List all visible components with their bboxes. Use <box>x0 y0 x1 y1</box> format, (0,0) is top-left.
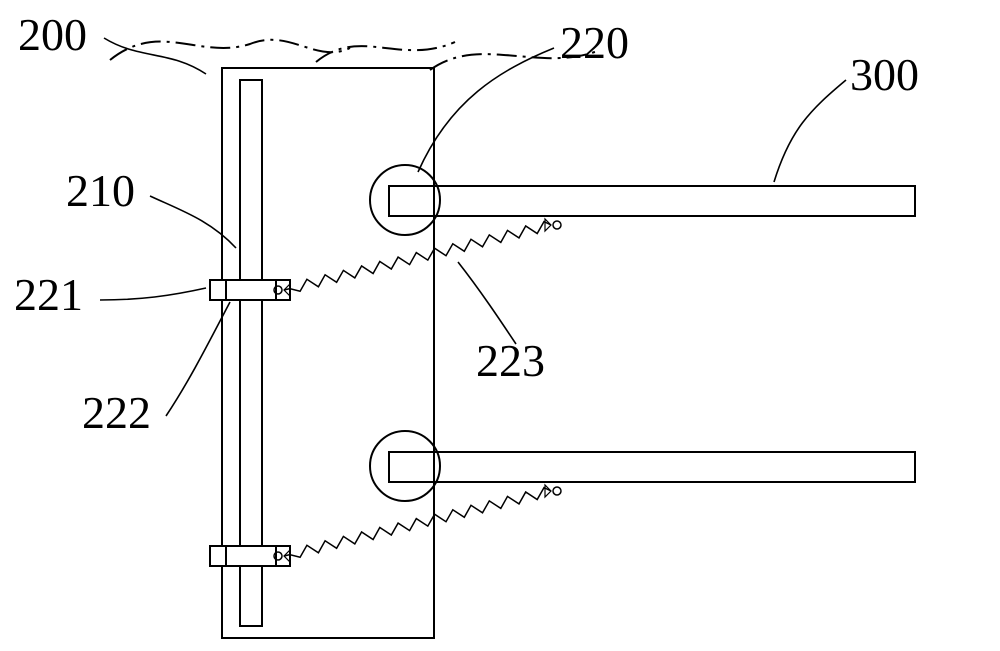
leader-221 <box>100 288 206 300</box>
leader-223 <box>458 262 516 344</box>
label-223: 223 <box>476 335 545 386</box>
inner-column <box>240 80 262 626</box>
pin-bot-right <box>553 487 561 495</box>
label-300: 300 <box>850 49 919 100</box>
arm-top <box>389 186 915 216</box>
bracket-bot <box>210 546 290 566</box>
leader-300 <box>774 80 846 182</box>
break-curve <box>316 42 455 62</box>
label-220: 220 <box>560 17 629 68</box>
leader-222 <box>166 302 230 416</box>
label-210: 210 <box>66 165 135 216</box>
label-222: 222 <box>82 387 151 438</box>
label-221: 221 <box>14 269 83 320</box>
arm-bot <box>389 452 915 482</box>
pin-top-right <box>553 221 561 229</box>
break-curve <box>110 40 350 60</box>
leader-200 <box>104 38 206 74</box>
label-200: 200 <box>18 9 87 60</box>
bracket-top <box>210 280 290 300</box>
leader-220 <box>418 48 554 172</box>
leader-210 <box>150 196 236 248</box>
